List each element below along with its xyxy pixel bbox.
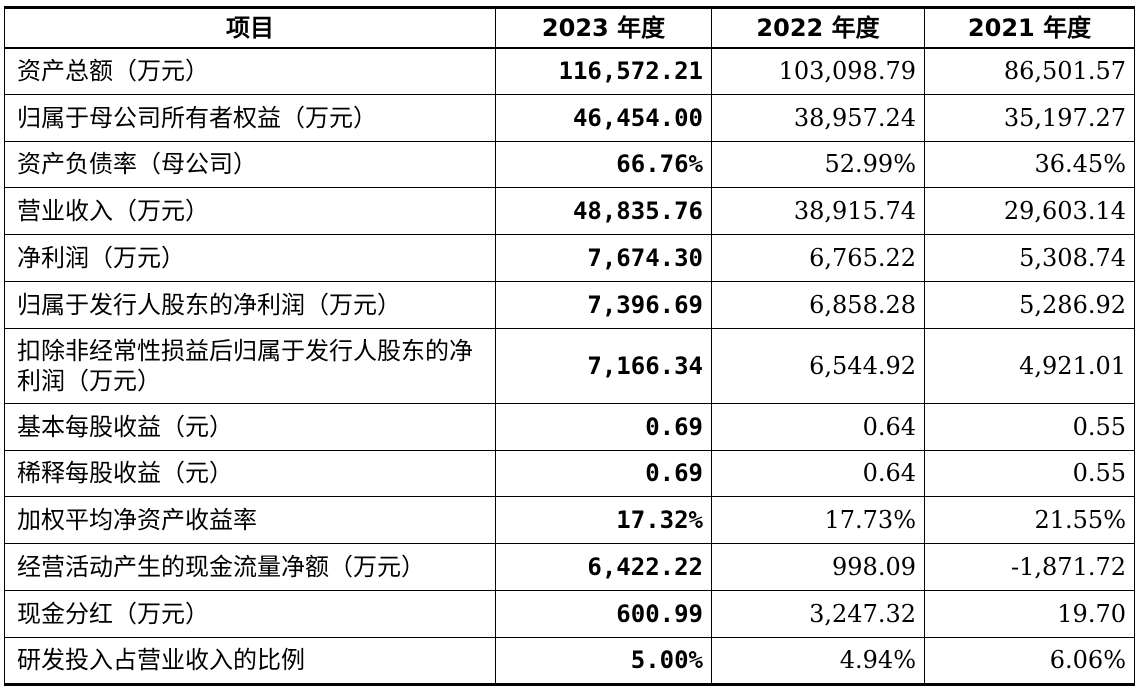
header-2022: 2022 年度 xyxy=(711,6,925,49)
value-2021: 6.06% xyxy=(924,637,1135,686)
header-item: 项目 xyxy=(4,6,496,49)
value-2022: 998.09 xyxy=(711,543,925,591)
header-2021: 2021 年度 xyxy=(924,6,1135,49)
value-2023: 7,166.34 xyxy=(495,328,712,404)
value-2021: 86,501.57 xyxy=(924,47,1135,95)
value-2023: 66.76% xyxy=(495,141,712,189)
table-row: 归属于发行人股东的净利润（万元） 7,396.69 6,858.28 5,286… xyxy=(4,281,1135,329)
row-label: 基本每股收益（元） xyxy=(4,403,496,451)
table-row: 归属于母公司所有者权益（万元） 46,454.00 38,957.24 35,1… xyxy=(4,94,1135,142)
row-label: 营业收入（万元） xyxy=(4,187,496,236)
table-row: 现金分红（万元） 600.99 3,247.32 19.70 xyxy=(4,590,1135,638)
row-label: 加权平均净资产收益率 xyxy=(4,496,496,545)
value-2022: 103,098.79 xyxy=(711,47,925,95)
value-2023: 116,572.21 xyxy=(495,47,712,95)
value-2023: 6,422.22 xyxy=(495,543,712,591)
table-row: 扣除非经常性损益后归属于发行人股东的净利润（万元） 7,166.34 6,544… xyxy=(4,328,1135,404)
value-2022: 3,247.32 xyxy=(711,590,925,638)
table-row: 经营活动产生的现金流量净额（万元） 6,422.22 998.09 -1,871… xyxy=(4,543,1135,591)
value-2021: 36.45% xyxy=(924,141,1135,189)
row-label: 稀释每股收益（元） xyxy=(4,450,496,498)
value-2023: 7,396.69 xyxy=(495,281,712,329)
row-label: 资产总额（万元） xyxy=(4,47,496,95)
value-2022: 52.99% xyxy=(711,141,925,189)
value-2023: 0.69 xyxy=(495,403,712,451)
row-label: 资产负债率（母公司） xyxy=(4,141,496,189)
financial-table-container: 项目 2023 年度 2022 年度 2021 年度 资产总额（万元） 116,… xyxy=(4,6,1135,686)
value-2022: 38,957.24 xyxy=(711,94,925,142)
table-header-row: 项目 2023 年度 2022 年度 2021 年度 xyxy=(4,6,1135,49)
value-2021: 0.55 xyxy=(924,450,1135,498)
value-2022: 38,915.74 xyxy=(711,187,925,236)
value-2021: 0.55 xyxy=(924,403,1135,451)
value-2021: 4,921.01 xyxy=(924,328,1135,404)
row-label: 归属于发行人股东的净利润（万元） xyxy=(4,281,496,329)
value-2022: 0.64 xyxy=(711,403,925,451)
value-2023: 600.99 xyxy=(495,590,712,638)
row-label: 扣除非经常性损益后归属于发行人股东的净利润（万元） xyxy=(4,328,496,404)
row-label: 研发投入占营业收入的比例 xyxy=(4,637,496,686)
financial-indicators-table: 项目 2023 年度 2022 年度 2021 年度 资产总额（万元） 116,… xyxy=(4,6,1135,686)
value-2021: 5,286.92 xyxy=(924,281,1135,329)
value-2022: 6,858.28 xyxy=(711,281,925,329)
table-row: 基本每股收益（元） 0.69 0.64 0.55 xyxy=(4,403,1135,451)
value-2021: 21.55% xyxy=(924,496,1135,545)
value-2021: 5,308.74 xyxy=(924,234,1135,282)
value-2022: 17.73% xyxy=(711,496,925,545)
value-2022: 6,544.92 xyxy=(711,328,925,404)
table-row: 营业收入（万元） 48,835.76 38,915.74 29,603.14 xyxy=(4,187,1135,236)
value-2021: 19.70 xyxy=(924,590,1135,638)
table-row: 研发投入占营业收入的比例 5.00% 4.94% 6.06% xyxy=(4,637,1135,686)
table-row: 净利润（万元） 7,674.30 6,765.22 5,308.74 xyxy=(4,234,1135,282)
value-2023: 7,674.30 xyxy=(495,234,712,282)
row-label: 归属于母公司所有者权益（万元） xyxy=(4,94,496,142)
value-2023: 48,835.76 xyxy=(495,187,712,236)
value-2023: 5.00% xyxy=(495,637,712,686)
value-2022: 6,765.22 xyxy=(711,234,925,282)
table-row: 加权平均净资产收益率 17.32% 17.73% 21.55% xyxy=(4,496,1135,545)
value-2023: 0.69 xyxy=(495,450,712,498)
table-row: 资产总额（万元） 116,572.21 103,098.79 86,501.57 xyxy=(4,47,1135,95)
value-2021: -1,871.72 xyxy=(924,543,1135,591)
row-label: 现金分红（万元） xyxy=(4,590,496,638)
value-2023: 46,454.00 xyxy=(495,94,712,142)
value-2022: 4.94% xyxy=(711,637,925,686)
table-row: 稀释每股收益（元） 0.69 0.64 0.55 xyxy=(4,450,1135,498)
table-row: 资产负债率（母公司） 66.76% 52.99% 36.45% xyxy=(4,141,1135,189)
value-2021: 29,603.14 xyxy=(924,187,1135,236)
row-label: 经营活动产生的现金流量净额（万元） xyxy=(4,543,496,591)
header-2023: 2023 年度 xyxy=(495,6,712,49)
value-2021: 35,197.27 xyxy=(924,94,1135,142)
value-2022: 0.64 xyxy=(711,450,925,498)
row-label: 净利润（万元） xyxy=(4,234,496,282)
value-2023: 17.32% xyxy=(495,496,712,545)
